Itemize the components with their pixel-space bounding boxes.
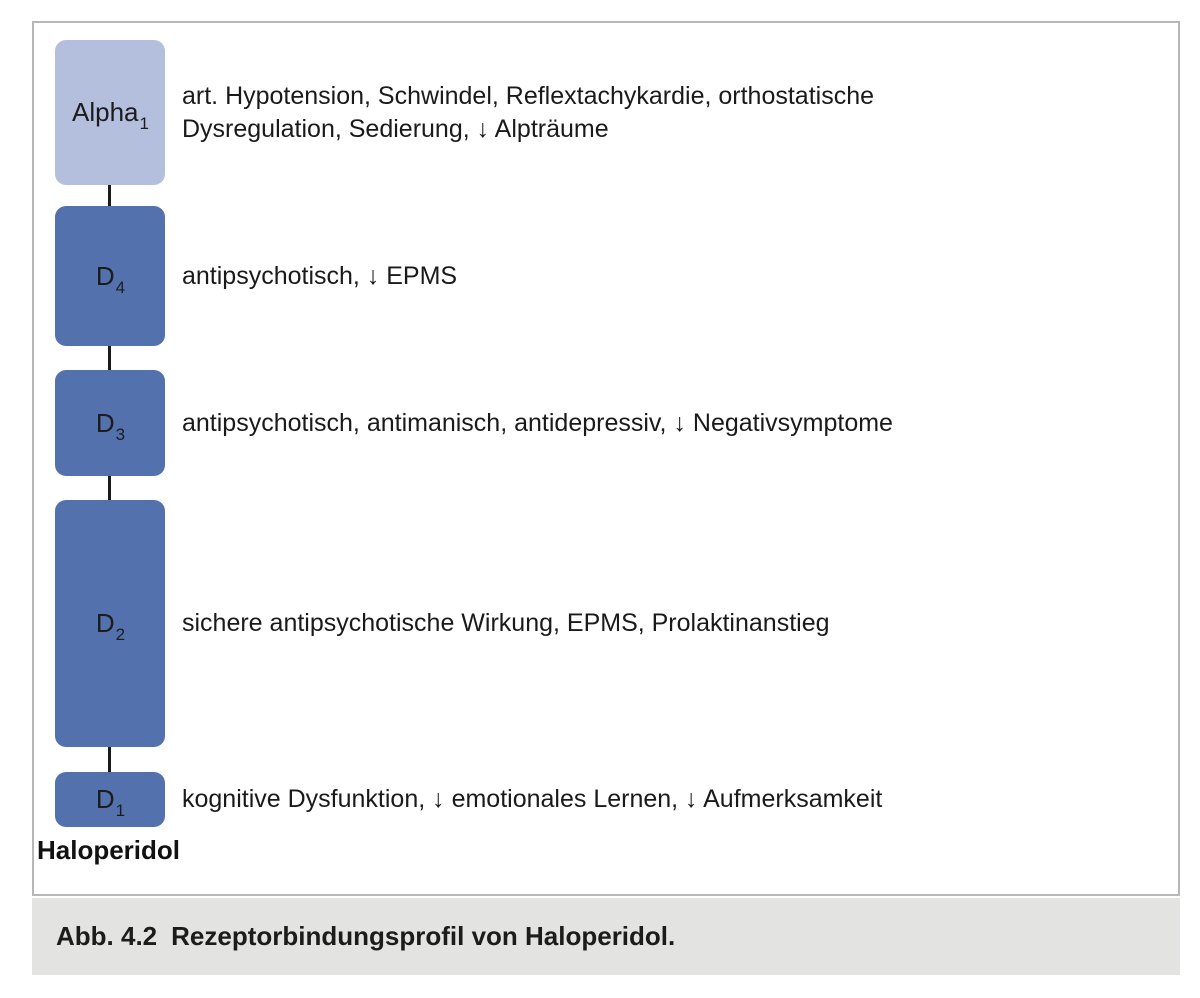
receptor-box-d3: D3 <box>55 370 165 476</box>
connector-line <box>108 185 111 206</box>
receptor-subscript: 2 <box>115 625 126 645</box>
receptor-box-d2: D2 <box>55 500 165 747</box>
receptor-effects-d4: antipsychotisch, ↓ EPMS <box>182 261 458 290</box>
connector-line <box>108 346 111 370</box>
receptor-box-alpha1: Alpha1 <box>55 40 165 185</box>
receptor-effects-d1: kognitive Dysfunktion, ↓ emotionales Ler… <box>182 785 883 813</box>
connector-line <box>108 476 111 500</box>
receptor-box-d4: D4 <box>55 206 165 346</box>
receptor-subscript: 4 <box>115 277 126 297</box>
figure-panel: Alpha1 art. Hypotension, Schwindel, Refl… <box>32 21 1180 896</box>
receptor-label-d3: D3 <box>95 407 126 444</box>
drug-label: Haloperidol <box>37 835 181 865</box>
receptor-effects-alpha1: art. Hypotension, Schwindel, Reflextachy… <box>182 81 875 143</box>
receptor-subscript: 1 <box>139 114 149 134</box>
caption-text: Rezeptorbindungsprofil von Haloperidol. <box>171 921 676 951</box>
receptor-effects-d3: antipsychotisch, antimanisch, antidepres… <box>182 408 893 437</box>
receptor-label-d4: D4 <box>95 260 126 297</box>
connector-line <box>108 747 111 772</box>
caption-number: Abb. 4.2 <box>56 921 158 951</box>
receptor-label-alpha1: Alpha1 <box>72 97 149 134</box>
receptor-label-d2: D2 <box>95 608 126 645</box>
receptor-subscript: 3 <box>115 424 126 444</box>
receptor-label-d1: D1 <box>95 784 126 821</box>
figure-caption-bar: Abb. 4.2 Rezeptorbindungsprofil von Halo… <box>32 898 1180 975</box>
receptor-subscript: 1 <box>115 801 126 821</box>
diagram-area: Alpha1 art. Hypotension, Schwindel, Refl… <box>34 23 1178 894</box>
receptor-box-d1: D1 <box>55 772 165 827</box>
receptor-effects-d2: sichere antipsychotische Wirkung, EPMS, … <box>182 609 830 637</box>
